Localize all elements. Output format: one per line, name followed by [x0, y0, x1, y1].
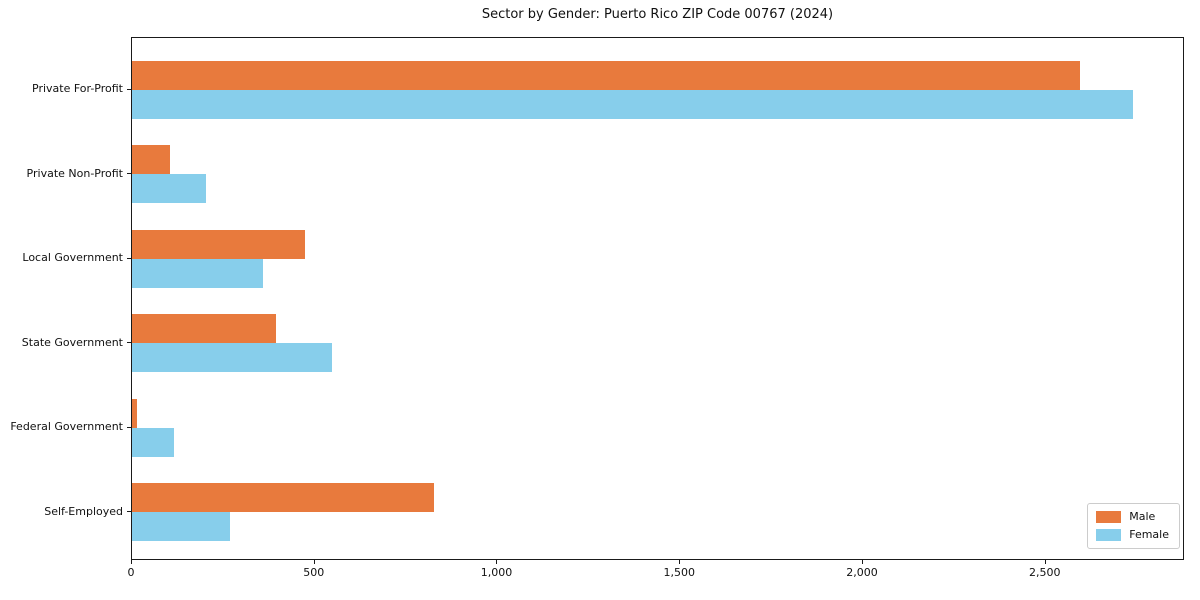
legend-item-male: Male: [1096, 511, 1169, 523]
y-tick-label-state-government: State Government: [21, 335, 123, 349]
x-tick-mark-500: [313, 560, 315, 564]
bar-male-self-employed: [132, 483, 435, 512]
female-color-swatch: [1096, 529, 1122, 541]
bar-male-local-government: [132, 229, 306, 259]
legend: Male Female: [1087, 503, 1180, 549]
male-color-swatch: [1096, 511, 1122, 523]
bar-group-private-for-profit: [132, 60, 1183, 119]
x-tick-label-1,500: 1,500: [663, 566, 695, 579]
x-tick-label-2,500: 2,500: [1028, 566, 1061, 579]
bar-female-private-non-profit: [132, 174, 207, 203]
y-tick-label-self-employed: Self-Employed: [44, 504, 123, 518]
bar-group-federal-government: [132, 398, 1183, 457]
bar-female-federal-government: [132, 427, 174, 457]
legend-item-female: Female: [1096, 529, 1169, 541]
bar-female-local-government: [132, 258, 263, 288]
x-tick-label-1,000: 1,000: [480, 566, 513, 579]
bar-male-private-for-profit: [132, 60, 1081, 90]
bar-group-self-employed: [132, 483, 1183, 541]
legend-label-male: Male: [1129, 510, 1156, 523]
y-tick-label-private-non-profit: Private Non-Profit: [26, 166, 123, 180]
bar-group-local-government: [132, 229, 1183, 288]
x-tick-mark-1,500: [679, 560, 681, 564]
x-tick-mark-0: [131, 560, 132, 564]
bar-female-state-government: [132, 343, 332, 372]
chart-title: Sector by Gender: Puerto Rico ZIP Code 0…: [481, 7, 834, 22]
bar-male-federal-government: [132, 398, 137, 428]
y-tick-label-local-government: Local Government: [22, 251, 123, 264]
bar-female-self-employed: [132, 512, 231, 541]
bar-male-state-government: [132, 314, 276, 343]
bar-group-state-government: [132, 314, 1183, 372]
y-tick-label-private-for-profit: Private For-Profit: [32, 82, 123, 95]
x-tick-label-2,000: 2,000: [846, 566, 878, 579]
x-tick-mark-2,500: [1044, 560, 1046, 564]
bar-group-private-non-profit: [132, 145, 1183, 203]
y-tick-label-federal-government: Federal Government: [10, 420, 123, 433]
legend-label-female: Female: [1129, 528, 1169, 541]
x-tick-label-0: 0: [127, 566, 135, 579]
x-tick-mark-2,000: [861, 560, 863, 564]
bar-female-private-for-profit: [132, 89, 1134, 119]
plot-area: [131, 37, 1184, 560]
x-tick-mark-1,000: [496, 560, 498, 564]
bar-male-private-non-profit: [132, 145, 170, 174]
x-tick-label-500: 500: [303, 566, 325, 579]
